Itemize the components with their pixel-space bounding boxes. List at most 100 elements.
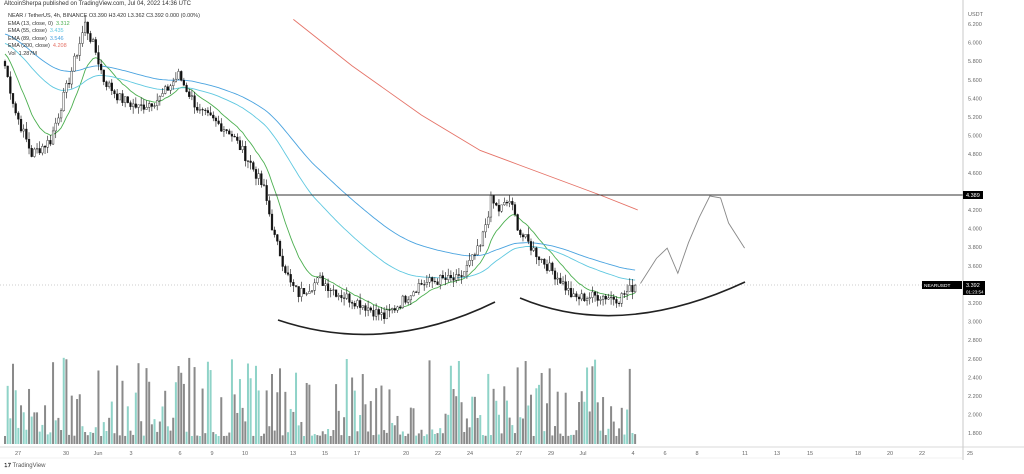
candle	[577, 294, 581, 306]
candle	[334, 289, 338, 298]
ema55-label: EMA (55, close)	[8, 28, 47, 35]
candle	[351, 300, 354, 310]
vol-label: Vol	[8, 50, 16, 57]
volume-bar	[487, 373, 490, 444]
time-tick: Jul	[579, 451, 586, 457]
volume-bar	[132, 434, 135, 444]
ema200-line[interactable]	[293, 18, 638, 211]
candle	[108, 80, 111, 89]
volume-bar	[279, 368, 282, 444]
ema55-value: 3.435	[49, 28, 64, 35]
time-tick: 4	[631, 451, 634, 457]
candle	[372, 304, 375, 321]
legend-vol[interactable]: Vol 1.287M	[8, 51, 200, 59]
ema13-line[interactable]	[4, 53, 636, 310]
volume-bar	[436, 433, 439, 444]
candle	[561, 276, 565, 286]
candle	[19, 115, 23, 133]
volume-bar	[423, 435, 426, 444]
volume-bar	[118, 435, 121, 444]
volume-bar	[105, 431, 108, 444]
legend: NEAR / TetherUS, 4h, BINANCE O3.390 H3.4…	[8, 13, 200, 59]
tradingview-logo[interactable]: 𝟷𝟩 TradingView	[4, 463, 46, 470]
rounded-bottom-arc-2[interactable]	[519, 281, 746, 317]
volume-bar	[222, 435, 225, 444]
volume-bar	[327, 429, 330, 444]
legend-ema55[interactable]: EMA (55, close) 3.435	[8, 28, 200, 36]
candle	[492, 194, 495, 209]
candle	[164, 84, 167, 95]
volume-bar	[273, 430, 276, 444]
rounded-bottom-arc-1[interactable]	[277, 301, 496, 336]
volume-bar	[188, 357, 191, 444]
volume-bar	[295, 372, 298, 444]
candle	[318, 272, 322, 279]
candle	[214, 116, 218, 127]
candle	[569, 281, 573, 299]
volume-bar	[305, 382, 308, 444]
candle	[481, 230, 485, 247]
price-tick: 4.000	[968, 227, 982, 233]
candle	[473, 252, 477, 260]
volume-bar	[559, 433, 562, 444]
candle	[46, 135, 49, 154]
volume-bar	[591, 366, 594, 444]
candle	[535, 246, 538, 265]
volume-bar	[166, 426, 169, 444]
volume-bar	[158, 421, 161, 444]
candle	[484, 218, 487, 238]
volume-bar	[284, 391, 287, 444]
volume-bar	[209, 370, 212, 444]
volume-bar	[76, 399, 79, 444]
volume-bar	[54, 420, 57, 444]
volume-bar	[343, 417, 346, 444]
candle	[460, 270, 463, 284]
candle	[3, 59, 7, 69]
volume-bar	[391, 422, 394, 444]
volume-bar	[618, 428, 621, 444]
candle	[449, 270, 452, 283]
ema55-line[interactable]	[4, 43, 636, 281]
candle	[297, 286, 300, 303]
volume-bar	[508, 417, 511, 444]
candle	[100, 59, 103, 74]
candle	[585, 296, 589, 306]
forecast-path[interactable]	[640, 195, 745, 284]
volume-bar	[241, 407, 244, 444]
price-tick: 4.200	[968, 208, 982, 214]
candle	[244, 140, 247, 167]
volume-bar	[22, 412, 25, 444]
candle	[43, 145, 47, 155]
volume-bar	[260, 435, 263, 444]
candle	[567, 281, 570, 296]
volume-bar	[78, 394, 81, 444]
volume-bar	[281, 435, 284, 444]
candle	[302, 288, 306, 295]
candle	[65, 80, 68, 99]
legend-ema89[interactable]: EMA (89, close) 3.546	[8, 36, 200, 44]
ema89-line[interactable]	[4, 33, 636, 271]
candle	[33, 147, 36, 158]
time-tick: 18	[855, 451, 861, 457]
candle	[292, 279, 295, 292]
candle	[503, 197, 506, 206]
candle	[270, 209, 274, 231]
volume-bar	[289, 408, 292, 444]
price-tick: 3.000	[968, 320, 982, 326]
level-badge	[963, 191, 983, 199]
time-tick: 6	[663, 451, 666, 457]
volume-bar	[316, 435, 319, 444]
volume-bar	[388, 389, 391, 444]
legend-ema13[interactable]: EMA (13, close, 0) 3.312	[8, 21, 200, 29]
volume-bar	[70, 395, 73, 444]
candle	[198, 103, 202, 114]
candle	[273, 226, 276, 238]
legend-ema200[interactable]: EMA (200, close) 4.208	[8, 43, 200, 51]
candle	[156, 93, 159, 111]
candle	[78, 36, 81, 61]
volume-bar	[479, 415, 482, 444]
volume-bar	[359, 415, 362, 444]
volume-bar	[441, 433, 444, 444]
price-tick: 3.200	[968, 301, 982, 307]
